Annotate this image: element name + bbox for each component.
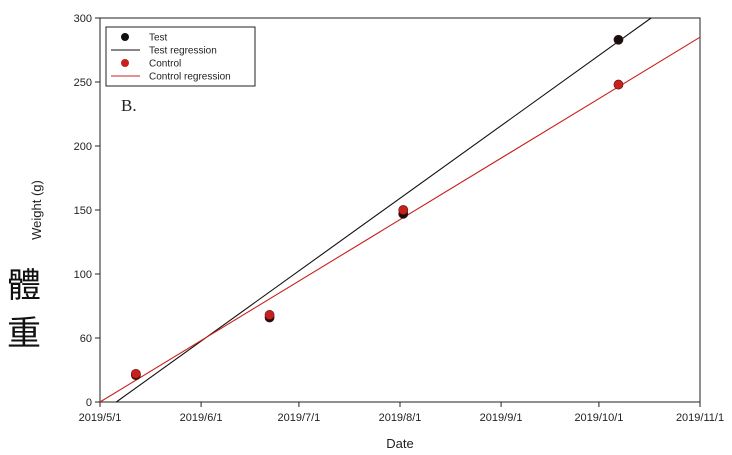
control-point — [613, 79, 624, 90]
x-tick-label: 2019/8/1 — [379, 412, 422, 424]
legend-label: Test — [149, 33, 168, 44]
control-point — [130, 368, 141, 379]
control-regression-line — [99, 36, 701, 403]
regression-lines — [99, 17, 701, 403]
x-tick-label: 2019/10/1 — [574, 412, 623, 424]
x-tick-label: 2019/6/1 — [180, 412, 223, 424]
side-label-char-2: 重 — [7, 314, 41, 354]
panel-label: B. — [121, 96, 137, 115]
legend-label: Control — [149, 59, 181, 70]
y-tick-label: 100 — [74, 269, 92, 281]
legend-label: Control regression — [149, 72, 231, 83]
y-tick-label: 150 — [74, 205, 92, 217]
legend-marker — [121, 33, 129, 41]
control-point — [398, 205, 409, 215]
data-points — [130, 34, 624, 381]
x-axis-label: Date — [386, 436, 413, 451]
control-point — [264, 310, 275, 320]
x-tick-label: 2019/9/1 — [480, 412, 523, 424]
x-tick-label: 2019/5/1 — [79, 412, 122, 424]
y-tick-label: 60 — [80, 333, 92, 345]
y-tick-label: 300 — [74, 13, 92, 25]
y-tick-label: 200 — [74, 141, 92, 153]
y-tick-label: 250 — [74, 77, 92, 89]
x-tick-label: 2019/11/1 — [676, 412, 724, 424]
x-tick-label: 2019/7/1 — [277, 412, 320, 424]
legend: Test Test regression Control Control regres… — [105, 26, 256, 87]
legend-marker — [121, 59, 129, 67]
y-axis-label: Weight (g) — [29, 180, 44, 240]
legend-label: Test regression — [149, 46, 217, 57]
side-label-char-1: 體 — [7, 266, 41, 306]
y-tick-label: 0 — [86, 397, 92, 409]
axis-ticks: 2019/5/1 2019/6/1 2019/7/1 2019/8/1 2019/9/1… — [74, 13, 724, 424]
test-point — [613, 34, 624, 45]
